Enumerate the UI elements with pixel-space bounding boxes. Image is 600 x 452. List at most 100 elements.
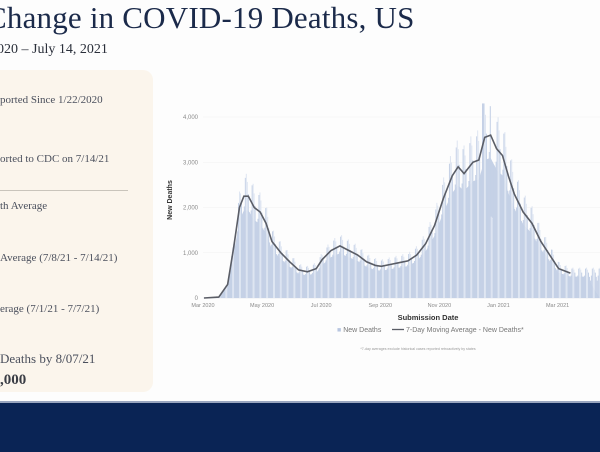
new-deaths-bar: [548, 259, 549, 298]
new-deaths-bar: [465, 169, 466, 298]
new-deaths-bar: [552, 250, 553, 298]
new-deaths-bar: [577, 276, 578, 298]
new-deaths-bar: [532, 206, 533, 298]
new-deaths-bar: [427, 259, 428, 298]
new-deaths-bar: [500, 149, 501, 298]
new-deaths-bar: [305, 274, 306, 298]
new-deaths-bar: [598, 276, 599, 298]
new-deaths-bar: [465, 155, 466, 298]
new-deaths-bar: [263, 242, 264, 298]
new-deaths-bar: [487, 161, 488, 298]
new-deaths-bar: [568, 271, 569, 298]
new-deaths-bar: [235, 247, 236, 298]
new-deaths-bar: [271, 245, 272, 298]
new-deaths-bar: [498, 117, 499, 298]
new-deaths-bar: [278, 254, 279, 298]
new-deaths-bar: [351, 258, 352, 298]
new-deaths-bar: [447, 222, 448, 298]
new-deaths-bar: [547, 250, 548, 298]
new-deaths-bar: [277, 263, 278, 298]
new-deaths-bar: [311, 279, 312, 298]
new-deaths-bar: [495, 190, 496, 298]
y-tick-label: 0: [195, 296, 199, 302]
new-deaths-bar: [331, 265, 332, 298]
new-deaths-bar: [348, 239, 349, 298]
new-deaths-bar: [338, 262, 339, 298]
new-deaths-bar: [500, 175, 501, 298]
new-deaths-bar: [283, 261, 284, 298]
legend-new-deaths-label: New Deaths: [343, 327, 382, 334]
new-deaths-bar: [287, 250, 288, 298]
new-deaths-bar: [289, 260, 290, 298]
new-deaths-bar: [308, 268, 309, 298]
new-deaths-bar: [484, 103, 485, 298]
new-deaths-bar: [412, 264, 413, 298]
new-deaths-bar: [464, 145, 465, 298]
new-deaths-bar: [534, 239, 535, 298]
new-deaths-bar: [586, 268, 587, 298]
x-tick-label: Sep 2020: [369, 303, 393, 309]
new-deaths-bar: [406, 272, 407, 298]
new-deaths-bar: [569, 280, 570, 298]
new-deaths-bar: [549, 267, 550, 298]
new-deaths-bar: [326, 260, 327, 298]
new-deaths-bar: [444, 182, 445, 298]
new-deaths-bar: [342, 240, 343, 298]
new-deaths-bar: [555, 268, 556, 298]
new-deaths-bar: [380, 269, 381, 298]
new-deaths-bar: [242, 216, 243, 298]
new-deaths-bar: [268, 228, 269, 298]
new-deaths-bar: [284, 268, 285, 298]
new-deaths-bar: [595, 273, 596, 298]
new-deaths-bar: [285, 261, 286, 298]
new-deaths-bar: [513, 188, 514, 298]
new-deaths-bar: [514, 209, 515, 298]
new-deaths-bar: [536, 239, 537, 298]
new-deaths-bar: [559, 262, 560, 298]
new-deaths-bar: [472, 160, 473, 298]
new-deaths-bar: [507, 191, 508, 298]
new-deaths-bar: [418, 253, 419, 298]
new-deaths-bar: [522, 236, 523, 298]
new-deaths-bar: [307, 266, 308, 298]
new-deaths-bar: [256, 236, 257, 298]
new-deaths-bar: [339, 252, 340, 298]
new-deaths-bar: [407, 265, 408, 298]
new-deaths-bar: [461, 208, 462, 298]
new-deaths-bar: [375, 258, 376, 298]
new-deaths-bar: [253, 184, 254, 298]
new-deaths-bar: [480, 177, 481, 298]
footer-bar: [0, 401, 600, 452]
new-deaths-bar: [236, 251, 237, 298]
new-deaths-bar: [384, 265, 385, 298]
new-deaths-bar: [317, 272, 318, 298]
new-deaths-bar: [262, 228, 263, 298]
new-deaths-bar: [488, 185, 489, 298]
new-deaths-bar: [437, 206, 438, 298]
new-deaths-bar: [387, 268, 388, 298]
new-deaths-bar: [431, 230, 432, 298]
new-deaths-bar: [419, 259, 420, 298]
new-deaths-bar: [541, 250, 542, 298]
new-deaths-bar: [377, 265, 378, 298]
new-deaths-bar: [410, 254, 411, 298]
new-deaths-bar: [399, 273, 400, 298]
y-tick-label: 3,000: [183, 160, 199, 166]
new-deaths-bar: [269, 243, 270, 298]
new-deaths-bar: [562, 274, 563, 298]
new-deaths-bar: [363, 259, 364, 298]
new-deaths-bar: [570, 276, 571, 298]
new-deaths-bar: [282, 253, 283, 298]
new-deaths-bar: [515, 226, 516, 298]
new-deaths-bar: [309, 271, 310, 298]
new-deaths-bar: [475, 175, 476, 298]
new-deaths-bar: [346, 254, 347, 298]
new-deaths-bar: [434, 233, 435, 298]
new-deaths-bar: [397, 262, 398, 298]
new-deaths-bar: [590, 281, 591, 298]
new-deaths-bar: [521, 221, 522, 298]
new-deaths-bar: [334, 238, 335, 298]
new-deaths-bar: [486, 134, 487, 298]
new-deaths-bar: [385, 270, 386, 298]
new-deaths-bar: [485, 115, 486, 298]
